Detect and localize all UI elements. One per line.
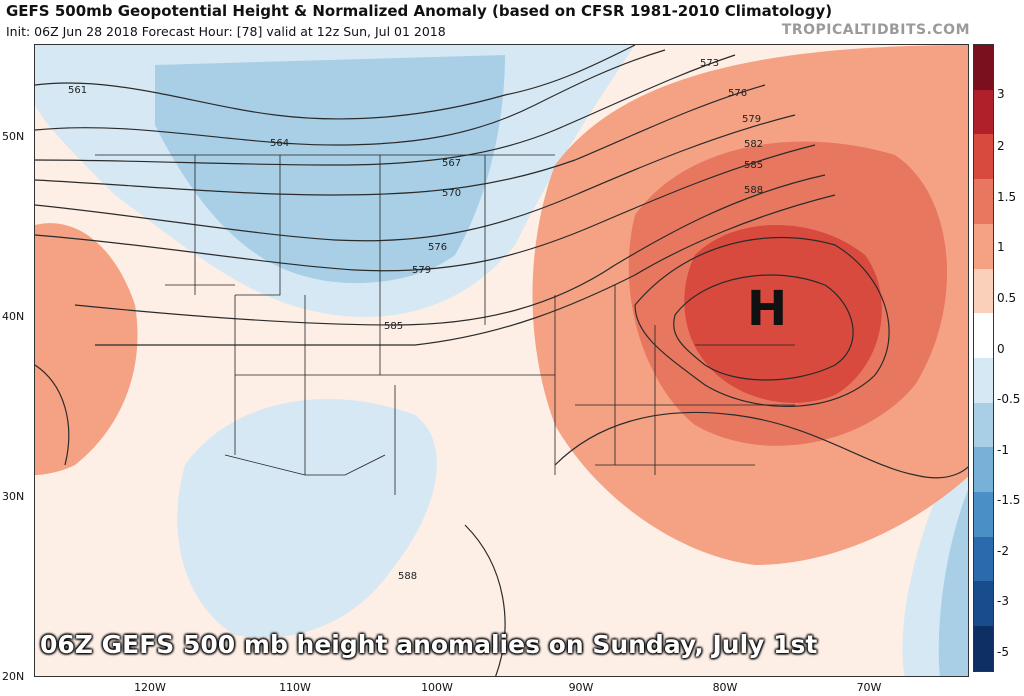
colorbar-tick-label: -1 [997, 443, 1009, 457]
colorbar-tick-label: 1.5 [997, 190, 1017, 204]
colorbar-tick-label: 0.5 [997, 291, 1017, 305]
map-canvas [35, 45, 968, 676]
colorbar-tick-label: -5 [997, 645, 1009, 659]
height-contours [35, 45, 968, 676]
colorbar-tick-label: 1 [997, 240, 1005, 254]
cool-anomaly-southwest [177, 399, 437, 638]
colorbar-swatch [974, 447, 993, 493]
colorbar-tick-label: -2 [997, 544, 1009, 558]
cool-anomaly-core [155, 55, 505, 284]
colorbar-swatch [974, 581, 993, 627]
colorbar-swatch [974, 626, 993, 671]
colorbar-swatch [974, 402, 993, 448]
map-title: GEFS 500mb Geopotential Height & Normali… [6, 2, 833, 20]
colorbar-swatch [974, 357, 993, 403]
lon-label-90w: 90W [568, 681, 594, 694]
lat-label-30n: 30N [2, 490, 25, 503]
lat-label-50n: 50N [2, 130, 25, 143]
colorbar-swatch [974, 179, 993, 224]
warm-anomaly-east-inner [684, 225, 882, 403]
brand-watermark: TROPICALTIDBITS.COM [781, 22, 970, 38]
lon-label-80w: 80W [712, 681, 738, 694]
caption-overlay: 06Z GEFS 500 mb height anomalies on Sund… [40, 630, 818, 659]
lon-label-110w: 110W [279, 681, 311, 694]
political-boundaries [95, 154, 795, 495]
colorbar-swatch [974, 89, 993, 135]
lon-label-100w: 100W [421, 681, 453, 694]
colorbar-swatch [974, 223, 993, 269]
colorbar-swatch [974, 536, 993, 582]
colorbar-swatch [974, 313, 993, 358]
warm-anomaly-west [35, 223, 138, 475]
colorbar-tick-label: 0 [997, 342, 1005, 356]
colorbar-swatch [974, 134, 993, 180]
colorbar-tick-label: 3 [997, 87, 1005, 101]
anomaly-map: H [34, 44, 969, 677]
lat-label-20n: 20N [2, 670, 25, 683]
lon-label-120w: 120W [134, 681, 166, 694]
colorbar [973, 44, 994, 672]
colorbar-tick-label: 2 [997, 139, 1005, 153]
map-subtitle: Init: 06Z Jun 28 2018 Forecast Hour: [78… [6, 24, 446, 39]
lat-label-40n: 40N [2, 310, 25, 323]
high-pressure-label: H [747, 281, 788, 337]
cool-anomaly-east-core [938, 490, 968, 676]
colorbar-swatch [974, 268, 993, 314]
lon-label-70w: 70W [856, 681, 882, 694]
colorbar-tick-label: -0.5 [997, 392, 1021, 406]
colorbar-swatch [974, 45, 993, 90]
colorbar-tick-label: -1.5 [997, 493, 1021, 507]
colorbar-tick-label: -3 [997, 594, 1009, 608]
colorbar-swatch [974, 492, 993, 537]
